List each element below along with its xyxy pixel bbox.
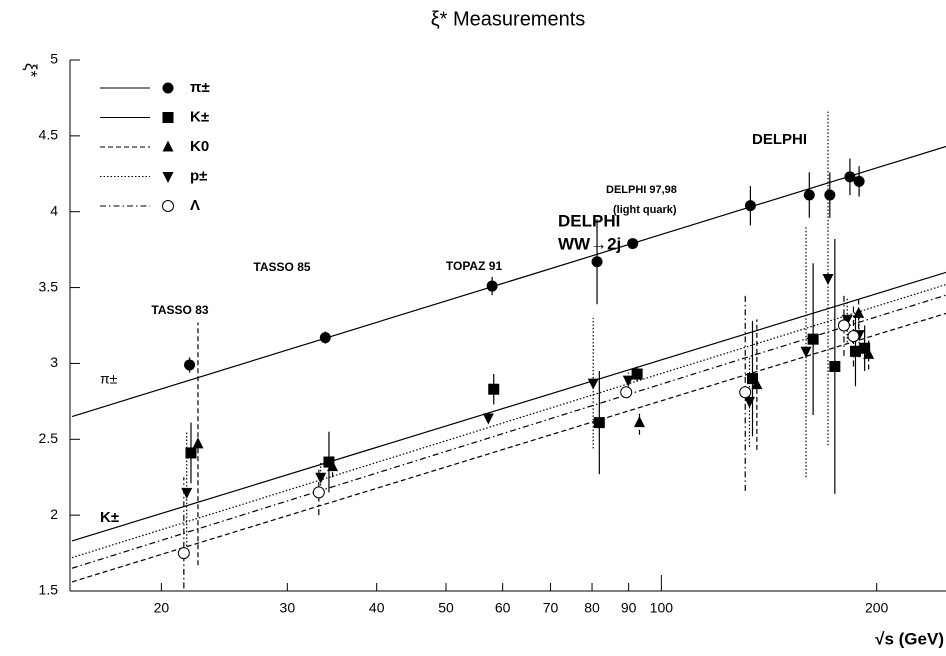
legend-marker xyxy=(162,140,174,152)
point xyxy=(184,359,196,371)
legend-marker xyxy=(162,112,174,123)
legend-label: Λ xyxy=(190,197,200,214)
annotation: TASSO 85 xyxy=(253,260,310,274)
legend-label: K± xyxy=(190,108,209,125)
annotation: TASSO 83 xyxy=(151,303,208,317)
point xyxy=(177,547,190,560)
y-tick-label: 2.5 xyxy=(39,430,59,446)
y-tick-label: 3 xyxy=(50,354,58,370)
y-tick-label: 2 xyxy=(50,506,58,522)
annotation: DELPHI xyxy=(752,131,807,148)
point xyxy=(837,319,850,332)
y-axis-label: ξ* xyxy=(22,63,41,78)
point xyxy=(844,171,856,183)
point xyxy=(847,330,860,343)
point xyxy=(192,437,204,449)
x-tick-label: 100 xyxy=(650,600,674,616)
point xyxy=(863,347,875,359)
y-tick-label: 4.5 xyxy=(39,127,59,143)
point xyxy=(739,386,752,399)
point xyxy=(853,175,865,187)
point xyxy=(631,368,643,380)
annotation: DELPHI xyxy=(558,211,620,230)
fit-line xyxy=(71,145,946,418)
point xyxy=(482,413,494,425)
fit-line xyxy=(71,283,946,559)
point xyxy=(319,332,331,344)
point xyxy=(807,333,819,345)
point xyxy=(744,200,756,212)
x-tick-label: 80 xyxy=(584,600,600,616)
annotation: K± xyxy=(100,509,119,526)
annotation: WW→2j xyxy=(558,234,621,253)
x-tick-label: 20 xyxy=(154,600,170,616)
point xyxy=(327,460,339,472)
x-axis-label: √s (GeV) xyxy=(875,629,944,648)
point xyxy=(747,373,759,385)
fit-line xyxy=(71,271,946,542)
legend-label: p± xyxy=(190,167,207,184)
point xyxy=(751,378,763,390)
x-tick-label: 90 xyxy=(621,600,637,616)
point xyxy=(323,456,335,468)
point xyxy=(829,360,841,372)
point xyxy=(486,280,498,292)
point xyxy=(822,273,834,285)
x-tick-label: 60 xyxy=(495,600,511,616)
point xyxy=(622,375,634,387)
point xyxy=(824,189,836,201)
annotation: TOPAZ 91 xyxy=(446,259,503,273)
y-tick-label: 1.5 xyxy=(39,582,59,598)
point xyxy=(587,378,599,390)
point xyxy=(841,314,853,326)
legend-label: K0 xyxy=(190,138,209,155)
fit-line xyxy=(71,312,946,583)
point xyxy=(620,386,633,399)
annotation: (light quark) xyxy=(613,204,677,216)
point xyxy=(593,417,605,429)
x-tick-label: 200 xyxy=(865,600,889,616)
point xyxy=(591,256,603,268)
legend-label: π± xyxy=(190,79,210,96)
x-tick-label: 30 xyxy=(280,600,296,616)
y-tick-label: 5 xyxy=(50,51,58,67)
chart-title: ξ* Measurements xyxy=(431,8,586,30)
point xyxy=(859,342,871,354)
legend-marker xyxy=(162,200,174,212)
point xyxy=(488,383,500,395)
y-tick-label: 4 xyxy=(50,202,58,218)
point xyxy=(627,238,639,250)
annotation: π± xyxy=(100,371,118,387)
point xyxy=(315,472,327,484)
fit-line xyxy=(71,294,946,569)
point xyxy=(800,346,812,358)
point xyxy=(185,447,197,459)
x-tick-label: 40 xyxy=(369,600,385,616)
point xyxy=(633,416,645,428)
point xyxy=(181,487,193,499)
point xyxy=(849,345,861,357)
point xyxy=(743,396,755,408)
x-tick-label: 50 xyxy=(438,600,454,616)
annotation: DELPHI 97,98 xyxy=(606,184,677,196)
y-tick-label: 3.5 xyxy=(39,278,59,294)
legend-marker xyxy=(162,172,174,183)
legend-marker xyxy=(162,82,174,94)
point xyxy=(312,486,325,499)
point xyxy=(803,189,815,201)
x-tick-label: 70 xyxy=(543,600,559,616)
